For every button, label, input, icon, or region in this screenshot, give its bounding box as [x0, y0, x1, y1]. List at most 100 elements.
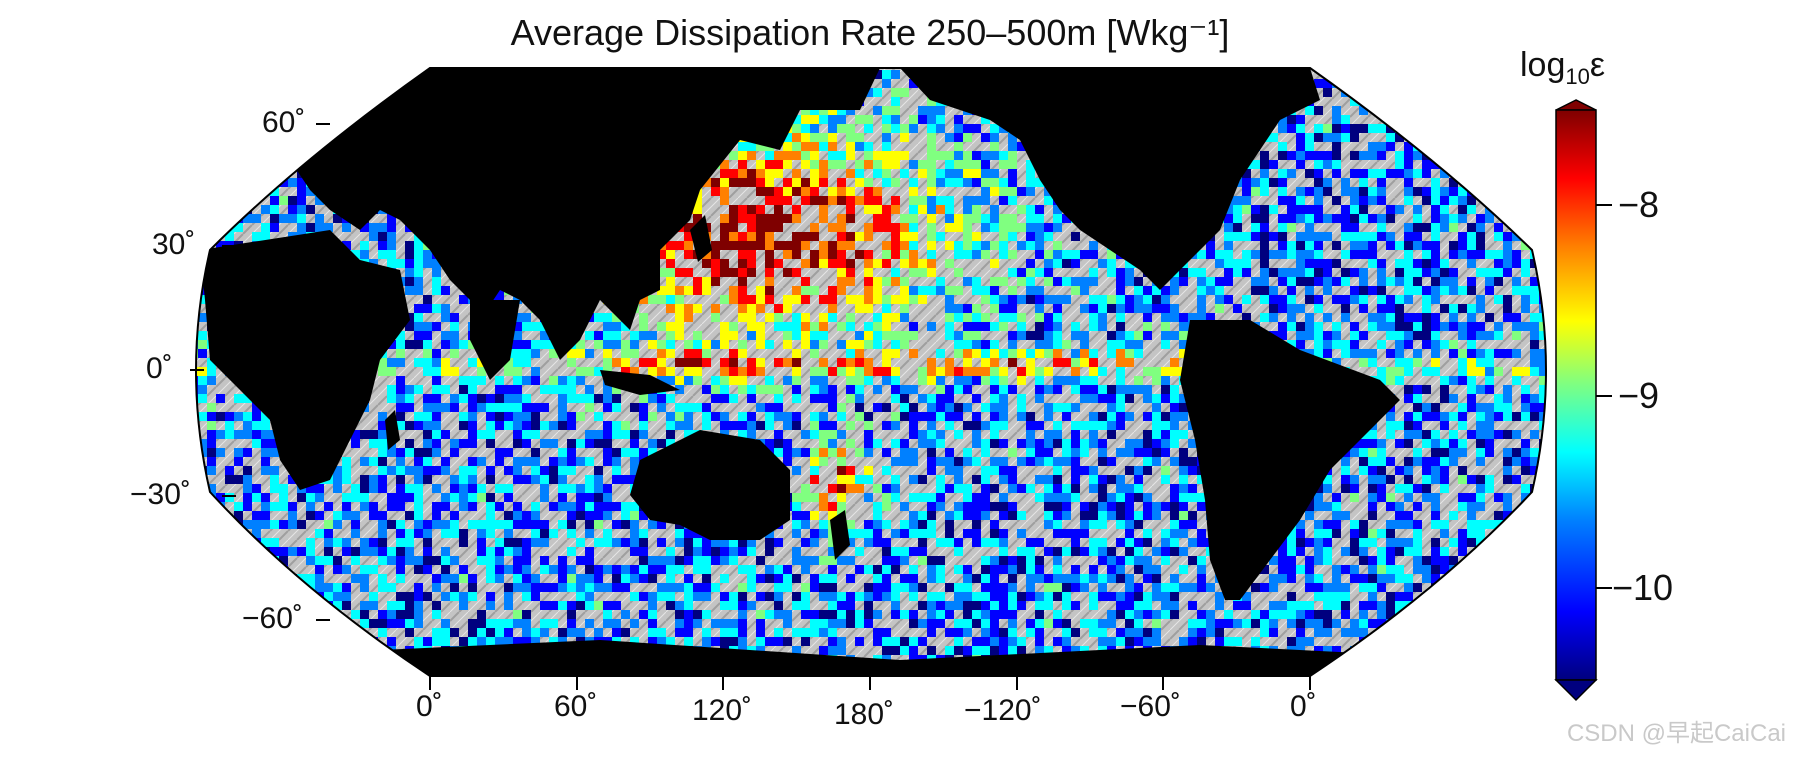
dissipation-cell	[783, 187, 792, 196]
dissipation-cell	[1098, 511, 1107, 520]
dissipation-cell	[1368, 457, 1377, 466]
dissipation-cell	[1350, 349, 1359, 358]
dissipation-cell	[1017, 367, 1026, 376]
dissipation-cell	[927, 394, 936, 403]
dissipation-cell	[1008, 214, 1017, 223]
dissipation-cell	[864, 412, 873, 421]
dissipation-cell	[828, 385, 837, 394]
dissipation-cell	[387, 232, 396, 241]
dissipation-cell	[855, 160, 864, 169]
dissipation-cell	[972, 169, 981, 178]
dissipation-cell	[270, 142, 279, 151]
dissipation-cell	[243, 412, 252, 421]
dissipation-cell	[1035, 205, 1044, 214]
dissipation-cell	[990, 502, 999, 511]
dissipation-cell	[783, 178, 792, 187]
dissipation-cell	[1449, 187, 1458, 196]
dissipation-cell	[1485, 331, 1494, 340]
dissipation-cell	[1377, 178, 1386, 187]
dissipation-cell	[711, 394, 720, 403]
dissipation-cell	[1296, 214, 1305, 223]
dissipation-cell	[864, 187, 873, 196]
dissipation-cell	[225, 421, 234, 430]
dissipation-cell	[567, 457, 576, 466]
dissipation-cell	[1467, 475, 1476, 484]
dissipation-cell	[1431, 313, 1440, 322]
dissipation-cell	[1071, 439, 1080, 448]
dissipation-cell	[774, 259, 783, 268]
dissipation-cell	[666, 349, 675, 358]
dissipation-cell	[792, 376, 801, 385]
dissipation-cell	[1539, 151, 1546, 160]
dissipation-cell	[981, 214, 990, 223]
dissipation-cell	[1008, 142, 1017, 151]
dissipation-cell	[1080, 448, 1089, 457]
dissipation-cell	[1440, 484, 1449, 493]
dissipation-cell	[1341, 511, 1350, 520]
dissipation-cell	[1485, 160, 1494, 169]
dissipation-cell	[1080, 511, 1089, 520]
dissipation-cell	[1233, 259, 1242, 268]
dissipation-cell	[324, 70, 333, 79]
dissipation-cell	[1485, 178, 1494, 187]
dissipation-cell	[1044, 520, 1053, 529]
dissipation-cell	[252, 493, 261, 502]
dissipation-cell	[261, 142, 270, 151]
dissipation-cell	[1476, 223, 1485, 232]
dissipation-cell	[702, 286, 711, 295]
dissipation-cell	[405, 493, 414, 502]
dissipation-cell	[1467, 196, 1476, 205]
dissipation-cell	[1512, 169, 1521, 178]
dissipation-cell	[1422, 367, 1431, 376]
dissipation-cell	[216, 151, 225, 160]
dissipation-cell	[1197, 286, 1206, 295]
dissipation-cell	[1098, 475, 1107, 484]
dissipation-cell	[567, 349, 576, 358]
dissipation-cell	[1062, 250, 1071, 259]
dissipation-cell	[1026, 232, 1035, 241]
dissipation-cell	[1431, 511, 1440, 520]
dissipation-cell	[432, 385, 441, 394]
dissipation-cell	[216, 520, 225, 529]
dissipation-cell	[711, 268, 720, 277]
dissipation-cell	[954, 403, 963, 412]
dissipation-cell	[900, 439, 909, 448]
dissipation-cell	[1116, 385, 1125, 394]
dissipation-cell	[1179, 430, 1188, 439]
dissipation-cell	[1215, 295, 1224, 304]
dissipation-cell	[1224, 295, 1233, 304]
dissipation-cell	[738, 286, 747, 295]
dissipation-cell	[603, 430, 612, 439]
dissipation-cell	[819, 295, 828, 304]
dissipation-cell	[711, 385, 720, 394]
dissipation-cell	[1125, 295, 1134, 304]
dissipation-cell	[981, 322, 990, 331]
dissipation-cell	[207, 457, 216, 466]
dissipation-cell	[999, 223, 1008, 232]
dissipation-cell	[801, 142, 810, 151]
dissipation-cell	[1467, 520, 1476, 529]
dissipation-cell	[945, 223, 954, 232]
dissipation-cell	[765, 421, 774, 430]
dissipation-cell	[783, 295, 792, 304]
dissipation-cell	[1152, 304, 1161, 313]
dissipation-cell	[1314, 502, 1323, 511]
dissipation-cell	[495, 457, 504, 466]
dissipation-cell	[1377, 313, 1386, 322]
dissipation-cell	[378, 70, 387, 79]
dissipation-cell	[612, 313, 621, 322]
dissipation-cell	[927, 106, 936, 115]
dissipation-cell	[792, 502, 801, 511]
dissipation-cell	[783, 322, 792, 331]
dissipation-cell	[801, 511, 810, 520]
dissipation-cell	[1377, 448, 1386, 457]
dissipation-cell	[360, 475, 369, 484]
dissipation-cell	[1296, 331, 1305, 340]
dissipation-cell	[1305, 295, 1314, 304]
dissipation-cell	[792, 367, 801, 376]
dissipation-cell	[1341, 124, 1350, 133]
dissipation-cell	[864, 232, 873, 241]
dissipation-cell	[630, 520, 639, 529]
dissipation-cell	[891, 232, 900, 241]
dissipation-cell	[1476, 250, 1485, 259]
